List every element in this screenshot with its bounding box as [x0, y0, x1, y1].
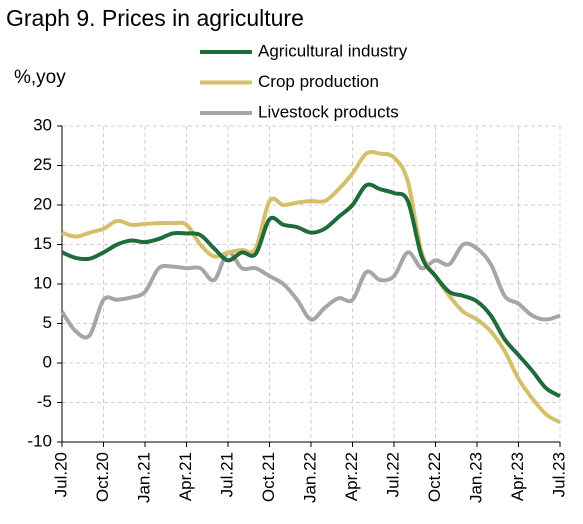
legend-label: Agricultural industry [258, 41, 408, 60]
x-tick-label: Apr.22 [342, 452, 361, 501]
x-tick-label: Jul.23 [549, 452, 568, 497]
chart-title: Graph 9. Prices in agriculture [6, 5, 304, 31]
line [61, 182, 561, 398]
y-tick-label: 5 [43, 313, 52, 332]
y-axis-label: %,yoy [14, 67, 66, 88]
x-tick-label: Jul.21 [217, 452, 236, 497]
x-tick-label: Oct.22 [425, 452, 444, 502]
y-tick-label: -10 [27, 431, 52, 450]
y-tick-label: 25 [33, 155, 52, 174]
line [60, 241, 561, 340]
y-tick-label: 10 [33, 273, 52, 292]
x-tick-label: Apr.23 [508, 452, 527, 501]
y-tick-label: -5 [37, 392, 52, 411]
y-tick-label: 30 [33, 115, 52, 134]
legend-label: Livestock products [258, 102, 399, 121]
x-tick-label: Oct.21 [259, 452, 278, 502]
x-tick-label: Jul.22 [383, 452, 402, 497]
x-tick-label: Apr.21 [176, 452, 195, 501]
legend-label: Crop production [258, 72, 379, 91]
x-tick-label: Jan.21 [134, 452, 153, 503]
y-tick-label: 20 [33, 194, 52, 213]
x-tick-label: Jan.23 [466, 452, 485, 503]
x-tick-label: Jan.22 [300, 452, 319, 503]
line [61, 150, 561, 425]
y-tick-label: 0 [43, 352, 52, 371]
y-tick-label: 15 [33, 234, 52, 253]
x-tick-label: Oct.20 [93, 452, 112, 502]
x-tick-label: Jul.20 [51, 452, 70, 497]
